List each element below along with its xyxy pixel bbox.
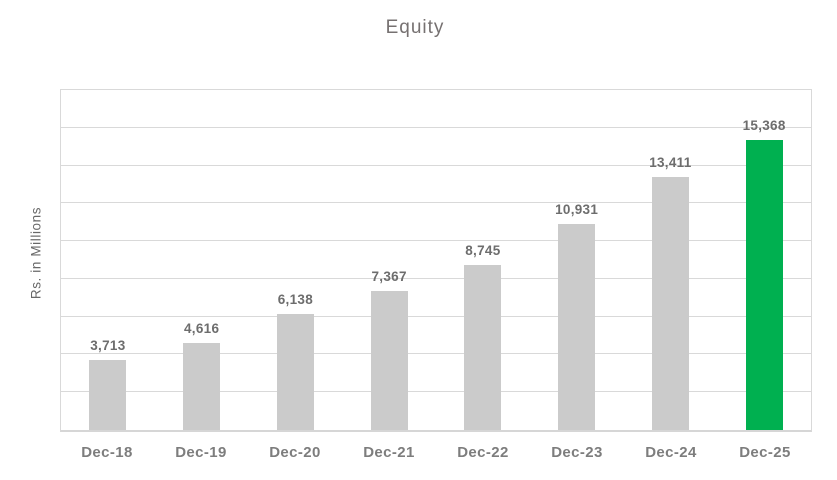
bar-value-label: 6,138 [277, 292, 314, 308]
x-axis: Dec-18 Dec-19 Dec-20 Dec-21 Dec-22 Dec-23 Dec-… [60, 444, 812, 461]
y-axis-title: Rs. in Millions [28, 206, 44, 300]
gridline [61, 277, 811, 279]
x-axis-label-dec-24: Dec-24 [645, 444, 697, 461]
bar-value-label: 3,713 [90, 337, 126, 353]
bar-dec-22[interactable] [464, 264, 502, 430]
bar-value-label: 4,616 [183, 320, 220, 336]
gridline [61, 391, 811, 393]
bar-dec-20[interactable] [276, 314, 314, 430]
x-axis-label-dec-23: Dec-23 [551, 444, 603, 461]
gridline [61, 164, 811, 166]
bars-container: 3,713 4,616 6,138 7,367 8,745 10,931 13,411 15,… [61, 90, 811, 430]
x-axis-label-dec-18: Dec-18 [81, 444, 133, 461]
bar-value-label: 8,745 [465, 242, 501, 258]
gridline [61, 126, 811, 128]
gridline [61, 353, 811, 355]
bar-value-label: 7,367 [371, 268, 407, 284]
gridline [61, 315, 811, 317]
gridline [61, 240, 811, 242]
bar-dec-24[interactable] [651, 176, 689, 430]
x-axis-label-dec-20: Dec-20 [269, 444, 321, 461]
x-axis-label-dec-22: Dec-22 [457, 444, 509, 461]
x-axis-label-dec-19: Dec-19 [175, 444, 227, 461]
bar-value-label: 15,368 [742, 117, 786, 133]
bar-dec-23[interactable] [558, 223, 596, 430]
bar-dec-19[interactable] [183, 342, 221, 430]
gridline [61, 202, 811, 204]
x-axis-label-dec-21: Dec-21 [363, 444, 415, 461]
plot-area: 3,713 4,616 6,138 7,367 8,745 10,931 13,411 15,… [60, 89, 812, 432]
bar-value-label: 13,411 [649, 154, 692, 170]
bar-dec-25[interactable] [745, 139, 783, 430]
x-axis-label-dec-25: Dec-25 [739, 444, 791, 461]
chart-title: Equity [385, 17, 445, 38]
bar-dec-18[interactable] [89, 359, 127, 430]
bar-value-label: 10,931 [555, 201, 599, 217]
bar-dec-21[interactable] [370, 290, 408, 430]
